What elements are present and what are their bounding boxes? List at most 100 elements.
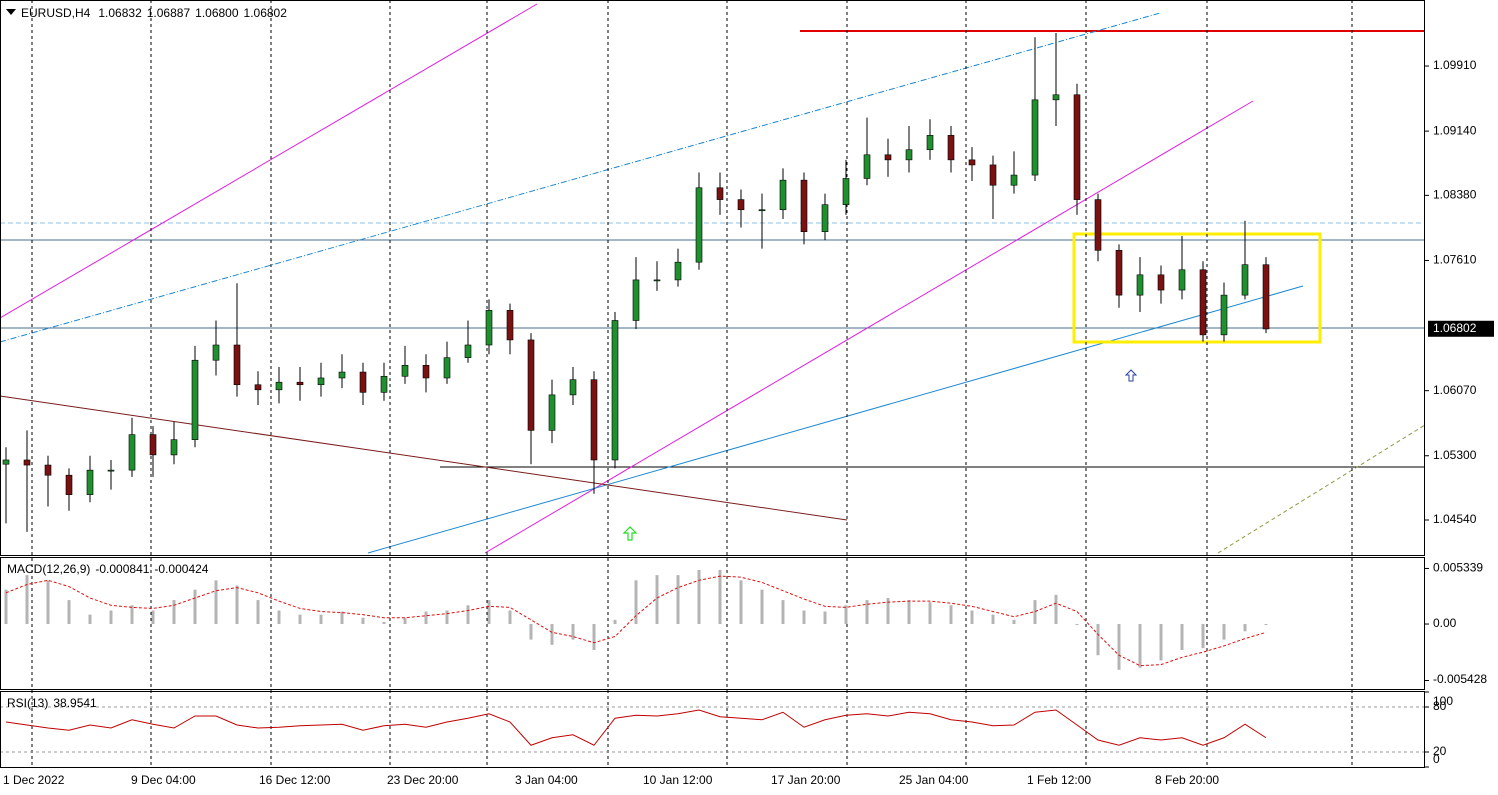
y-tick-label: 1.07610 (1433, 253, 1477, 267)
candle-body (737, 199, 745, 211)
trend-line (484, 100, 1254, 554)
candle-body (65, 474, 73, 495)
candle-body (401, 364, 409, 377)
candle-body (590, 379, 598, 461)
y-tick-label: 100 (1433, 694, 1453, 708)
candle-body (86, 469, 94, 495)
candle-body (1178, 269, 1186, 291)
candle-body (170, 439, 178, 456)
candle-body (191, 359, 199, 440)
menu-triangle (6, 9, 16, 15)
candle-body (1157, 274, 1165, 291)
candle-body (527, 339, 535, 431)
drawings (0, 3, 1426, 554)
candle-body (212, 344, 220, 361)
candle-body (695, 187, 703, 263)
candle-body (548, 394, 556, 431)
y-tick-label: 1.04540 (1433, 512, 1477, 526)
candle-body (149, 434, 157, 456)
candle-body (23, 459, 31, 466)
candle-body (338, 371, 346, 379)
trend-line (0, 12, 1161, 343)
candle-body (905, 149, 913, 161)
labels: EURUSD,H4 1.06832 1.06887 1.06800 1.06802 MA… (3, 6, 1494, 787)
quote-low: 1.06800 (195, 6, 239, 20)
trend-line (1217, 424, 1426, 554)
candle-body (674, 261, 682, 281)
candle-body (758, 209, 766, 212)
candle-body (1115, 250, 1123, 296)
candle-body (1220, 294, 1228, 336)
candle-body (863, 154, 871, 179)
y-tick-label: 0 (1433, 752, 1440, 766)
candle-body (443, 357, 451, 379)
candle-body (128, 434, 136, 471)
macd-reading: -0.000841 (95, 562, 149, 576)
signal-reading: -0.000424 (154, 562, 208, 576)
rsi-title: RSI(13) (7, 696, 48, 710)
trend-line (367, 285, 1304, 554)
candle-body (968, 159, 976, 166)
candle-body (2, 459, 10, 465)
y-tick-label: 1.08380 (1433, 188, 1477, 202)
candle-body (107, 469, 115, 472)
rsi-line (5, 709, 1267, 746)
macd-panel-border (0, 557, 1425, 690)
candle-body (1052, 94, 1060, 101)
quote-close: 1.06802 (244, 6, 288, 20)
y-tick-label: 1.09910 (1433, 58, 1477, 72)
candle-body (632, 279, 640, 321)
chart-header: EURUSD,H4 1.06832 1.06887 1.06800 1.06802 (21, 6, 287, 20)
candle-body (44, 464, 52, 476)
buy-arrow (622, 526, 638, 541)
panel-borders (0, 0, 1425, 768)
x-tick-label: 25 Jan 04:00 (899, 773, 969, 787)
symbol: EURUSD,H4 (21, 6, 91, 20)
x-tick-label: 9 Dec 04:00 (131, 773, 196, 787)
macd-title: MACD(12,26,9) (7, 562, 90, 576)
y-tick-label: 20 (1433, 744, 1447, 758)
candle-body (1136, 274, 1144, 296)
candle-body (800, 179, 808, 233)
candle-body (275, 381, 283, 391)
candle-body (884, 154, 892, 161)
x-tick-label: 23 Dec 20:00 (387, 773, 459, 787)
candle-body (422, 364, 430, 379)
x-tick-label: 1 Feb 12:00 (1027, 773, 1091, 787)
trend-line (0, 3, 538, 319)
candle-body (779, 179, 787, 211)
candle-body (821, 204, 829, 233)
candle-body (1199, 269, 1207, 336)
quote-open: 1.06832 (98, 6, 142, 20)
candle-body (317, 377, 325, 386)
macd-header: MACD(12,26,9) -0.000841 -0.000424 (7, 562, 209, 576)
plots (0, 33, 1425, 753)
candle-body (1094, 199, 1102, 251)
candle-body (464, 344, 472, 358)
rsi-reading: 38.9541 (53, 696, 97, 710)
main-panel-border (0, 0, 1425, 556)
candle-body (1262, 264, 1270, 330)
candle-body (1073, 94, 1081, 200)
range-box (1072, 232, 1322, 344)
candle-body (506, 310, 514, 341)
last-price-box (1428, 320, 1494, 337)
rsi-panel-border (0, 691, 1425, 768)
candle-body (611, 320, 619, 461)
quote-high: 1.06887 (147, 6, 191, 20)
x-tick-label: 1 Dec 2022 (3, 773, 65, 787)
candle-body (254, 384, 262, 391)
candle-body (653, 279, 661, 282)
x-tick-label: 10 Jan 12:00 (643, 773, 713, 787)
y-tick-label: 1.06070 (1433, 383, 1477, 397)
candle-body (1010, 174, 1018, 186)
y-tick-label: 80 (1433, 699, 1447, 713)
y-tick-label: 1.05300 (1433, 448, 1477, 462)
candle-body (926, 135, 934, 151)
candle-body (296, 381, 304, 386)
y-tick-label: 0.00 (1433, 616, 1457, 630)
candle-body (359, 371, 367, 393)
candle-body (947, 135, 955, 161)
y-tick-label: -0.005428 (1433, 672, 1487, 686)
candle-body (1241, 264, 1249, 296)
